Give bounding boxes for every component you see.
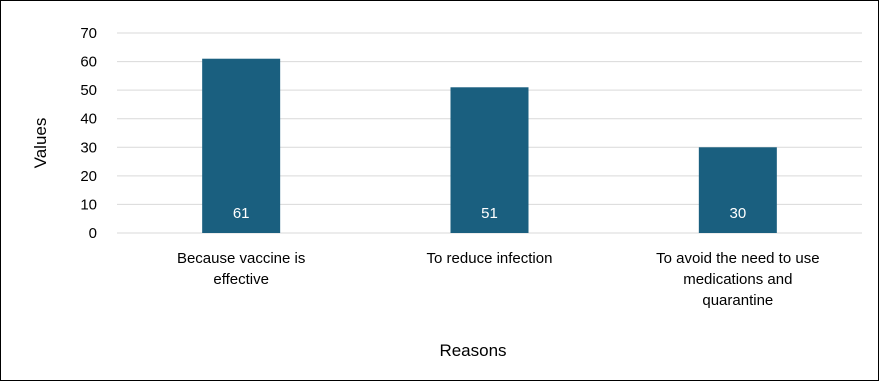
data-labels: 61 51 30 — [233, 205, 746, 222]
y-tick-label: 20 — [80, 168, 97, 185]
x-tick-label: To reduce infection — [427, 250, 553, 267]
data-label: 51 — [481, 205, 498, 222]
bar — [202, 58, 281, 233]
y-tick-label: 30 — [80, 139, 97, 156]
y-tick-label: 10 — [80, 196, 97, 213]
x-tick-labels: Because vaccine is effective To reduce inf… — [177, 250, 820, 309]
bars — [202, 58, 777, 234]
y-axis-title: Values — [31, 118, 50, 169]
x-axis-title: Reasons — [439, 341, 506, 360]
x-tick-label: quarantine — [702, 292, 773, 309]
y-tick-label: 50 — [80, 82, 97, 99]
x-tick-label: To avoid the need to use — [656, 250, 819, 267]
y-tick-label: 0 — [89, 225, 97, 242]
x-tick-label: effective — [213, 271, 269, 288]
x-tick-label: Because vaccine is — [177, 250, 305, 267]
data-label: 61 — [233, 205, 250, 222]
y-tick-label: 40 — [80, 111, 97, 128]
y-tick-labels: 0 10 20 30 40 50 60 70 — [80, 25, 97, 242]
data-label: 30 — [729, 205, 746, 222]
bar — [450, 87, 529, 234]
x-tick-label: medications and — [683, 271, 792, 288]
y-tick-label: 70 — [80, 25, 97, 42]
y-tick-label: 60 — [80, 54, 97, 71]
bar — [698, 147, 777, 233]
